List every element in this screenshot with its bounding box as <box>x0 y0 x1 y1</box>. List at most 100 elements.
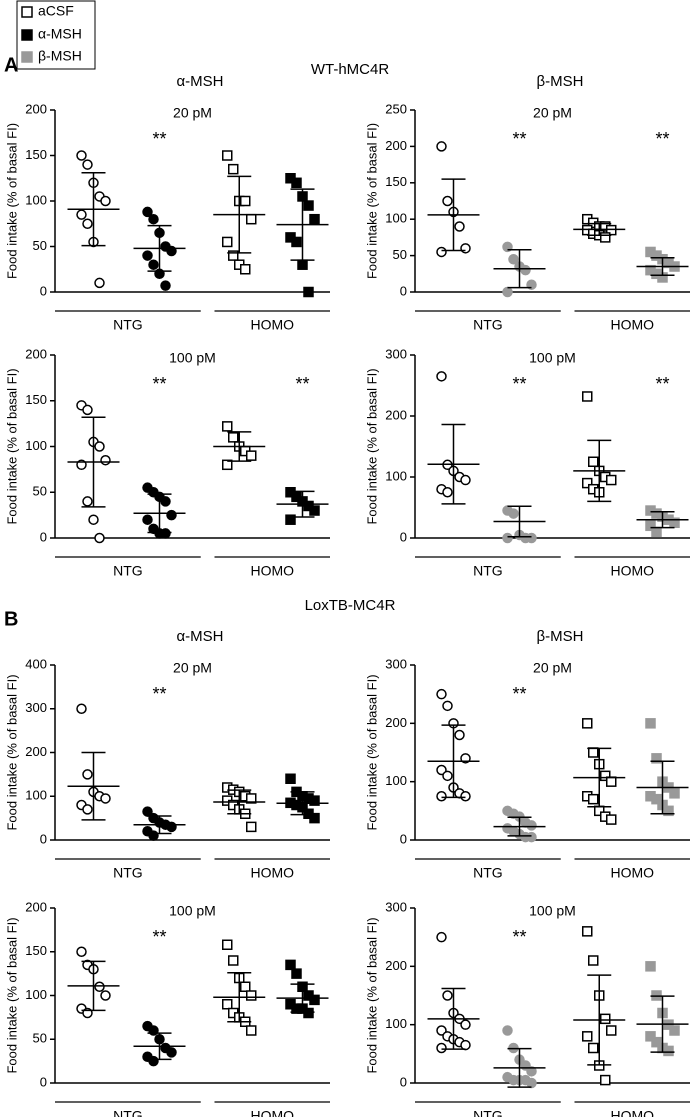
y-axis-label: Food intake (% of basal FI) <box>4 674 19 830</box>
sd-bar <box>507 816 532 837</box>
data-point <box>436 371 447 382</box>
sd-bar <box>441 423 466 505</box>
data-point <box>309 213 320 225</box>
data-point <box>588 456 599 467</box>
data-point <box>148 1055 159 1067</box>
subtitle: 100 pM <box>169 903 216 919</box>
data-point <box>222 999 233 1010</box>
subtitle: 20 pM <box>533 660 572 676</box>
group-label: HOMO <box>250 1108 294 1117</box>
data-point <box>436 141 447 152</box>
data-point <box>600 1013 611 1025</box>
sd-bar <box>507 1047 532 1088</box>
y-tick-label: 200 <box>385 138 407 153</box>
y-tick-label: 200 <box>385 958 407 973</box>
section-title: WT-hMC4R <box>311 61 390 78</box>
data-point <box>651 526 662 538</box>
sd-bar <box>81 960 106 1012</box>
group-label: NTG <box>473 317 503 333</box>
data-point <box>76 703 87 714</box>
data-point <box>76 946 87 957</box>
sd-bar <box>227 972 252 1023</box>
data-point <box>148 830 159 841</box>
y-tick-label: 50 <box>33 484 47 499</box>
data-point <box>240 264 251 275</box>
column-title: β-MSH <box>537 73 584 90</box>
data-point <box>309 795 320 806</box>
data-point <box>291 177 302 189</box>
data-point <box>100 195 111 207</box>
subtitle: 20 pM <box>173 660 212 676</box>
data-point <box>222 421 233 432</box>
data-point <box>436 791 447 802</box>
data-point <box>460 474 471 486</box>
sd-bar <box>507 505 532 538</box>
data-point <box>309 505 320 516</box>
y-tick-label: 400 <box>25 656 47 671</box>
data-point <box>228 432 239 443</box>
data-point <box>582 926 593 937</box>
sd-bar <box>290 983 315 1013</box>
data-point <box>651 793 662 805</box>
data-point <box>100 793 111 804</box>
data-point <box>94 532 105 544</box>
data-point <box>436 1042 447 1054</box>
subtitle: 20 pM <box>173 105 212 121</box>
y-tick-label: 100 <box>385 1016 407 1031</box>
y-tick-label: 50 <box>393 247 407 262</box>
data-point <box>142 250 153 261</box>
y-tick-label: 100 <box>25 192 47 207</box>
significance: ** <box>655 129 669 149</box>
data-point <box>669 1025 680 1036</box>
panel-label: B <box>4 608 18 630</box>
legend-symbol <box>21 6 33 18</box>
data-point <box>222 236 233 248</box>
sd-bar <box>587 747 612 808</box>
significance: ** <box>152 129 166 149</box>
y-tick-label: 150 <box>385 174 407 189</box>
sd-bar <box>147 493 172 534</box>
data-point <box>240 195 251 207</box>
y-tick-label: 100 <box>385 468 407 483</box>
data-point <box>645 1031 656 1042</box>
sd-bar <box>147 815 172 835</box>
data-point <box>100 990 111 1001</box>
data-point <box>588 793 599 805</box>
data-point <box>82 159 93 170</box>
y-tick-label: 150 <box>25 943 47 958</box>
group-label: NTG <box>113 317 143 333</box>
data-point <box>285 959 296 971</box>
data-point <box>240 981 251 992</box>
y-tick-label: 200 <box>385 715 407 730</box>
y-tick-label: 50 <box>33 238 47 253</box>
data-point <box>442 990 453 1001</box>
data-point <box>246 793 257 804</box>
y-tick-label: 0 <box>400 1074 407 1089</box>
data-point <box>436 688 447 700</box>
y-axis-label: Food intake (% of basal FI) <box>4 123 19 279</box>
data-point <box>222 939 233 950</box>
data-point <box>228 250 239 261</box>
significance: ** <box>512 684 526 704</box>
legend-symbol <box>21 51 33 63</box>
data-point <box>309 812 320 824</box>
column-title: α-MSH <box>177 73 224 90</box>
group-label: HOMO <box>610 865 654 881</box>
group-label: NTG <box>113 1108 143 1117</box>
data-point <box>651 753 662 764</box>
data-point <box>228 955 239 966</box>
data-point <box>460 1019 471 1030</box>
data-point <box>645 718 656 729</box>
data-point <box>94 441 105 452</box>
y-tick-label: 50 <box>33 1031 47 1046</box>
data-point <box>285 514 296 525</box>
group-label: HOMO <box>250 865 294 881</box>
data-point <box>526 831 537 843</box>
sd-bar <box>587 222 612 236</box>
data-point <box>606 474 617 486</box>
y-tick-label: 200 <box>25 899 47 914</box>
data-point <box>600 232 611 243</box>
data-point <box>142 206 153 218</box>
data-point <box>442 770 453 782</box>
legend-symbol <box>21 29 33 41</box>
